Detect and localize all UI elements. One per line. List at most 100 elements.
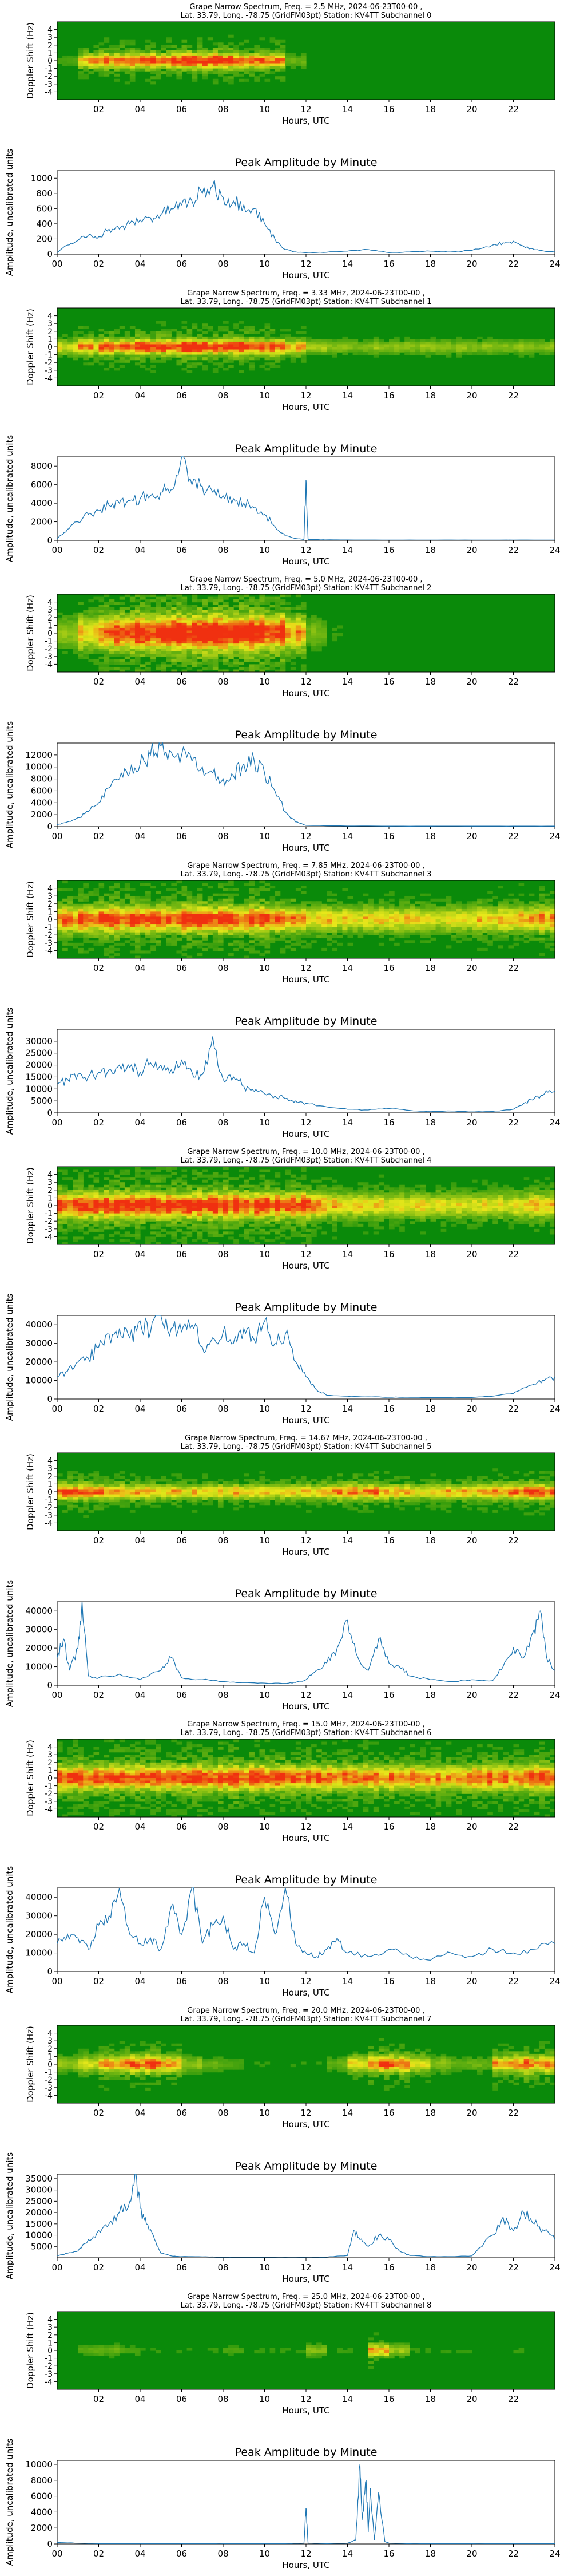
spectrogram-cell (228, 66, 234, 69)
spectrogram-cell (383, 903, 390, 907)
spectrogram-cell (275, 349, 281, 353)
spectrogram-cell (134, 930, 141, 933)
spectrogram-cell (347, 932, 353, 935)
spectrogram-cell (327, 916, 332, 920)
spectrogram-cell (166, 659, 172, 662)
spectrogram-cell (98, 50, 105, 53)
spectrogram-cell (134, 50, 141, 53)
spectrogram-cell (440, 911, 447, 915)
spectrogram-cell (88, 916, 94, 920)
spectrogram-cell (124, 1218, 130, 1222)
spectrogram-cell (140, 1200, 146, 1204)
spectrogram-cell (513, 906, 519, 910)
spectrogram-cell (259, 641, 265, 644)
spectrogram-cell (73, 612, 78, 615)
amplitude-xtick-label: 10 (259, 545, 270, 555)
spectrogram-cell (311, 908, 317, 912)
spectrogram-cell (150, 359, 156, 363)
spectrogram-ytick-label: 0 (47, 343, 53, 352)
spectrogram-cell (472, 927, 478, 930)
spectrogram-cell (104, 643, 110, 647)
spectrogram-cell (62, 1184, 68, 1188)
spectrogram-cell (259, 888, 265, 891)
spectrogram-cell (539, 347, 545, 350)
spectrogram-cell (249, 924, 255, 928)
spectrogram-cell (487, 903, 493, 907)
spectrogram-cell (156, 354, 161, 358)
spectrogram-cell (254, 615, 260, 618)
spectrogram-cell (212, 368, 219, 371)
spectrogram-cell (129, 605, 136, 608)
spectrogram-cell (508, 339, 514, 342)
spectrogram-cell (114, 1174, 120, 1178)
spectrogram-cell (197, 615, 203, 618)
spectrogram-cell (223, 352, 229, 355)
spectrogram-cell (104, 610, 110, 613)
spectrogram-cell (285, 911, 291, 915)
spectrogram-cell (223, 901, 229, 904)
spectrogram-cell (197, 922, 203, 925)
spectrogram-cell (228, 344, 234, 347)
spectrogram-cell (109, 50, 115, 53)
spectrogram-cell (212, 55, 219, 59)
spectrogram-cell (104, 1226, 110, 1230)
spectrogram-cell (176, 602, 182, 605)
spectrogram-cell (399, 935, 405, 938)
spectrogram-cell (269, 66, 276, 69)
spectrogram-cell (83, 911, 89, 915)
spectrogram-cell (430, 336, 436, 339)
spectrogram-cell (233, 341, 239, 345)
spectrogram-cell (78, 942, 84, 946)
spectrogram-cell (373, 339, 379, 342)
spectrogram-cell (83, 53, 89, 56)
spectrogram-cell (311, 635, 317, 639)
spectrogram-cell (181, 48, 188, 51)
spectrogram-cell (383, 916, 390, 920)
spectrogram-cell (300, 58, 307, 61)
spectrogram-cell (161, 664, 166, 667)
spectrogram-cell (156, 649, 161, 652)
spectrogram-cell (202, 903, 208, 907)
spectrogram-cell (295, 622, 301, 626)
spectrogram-cell (202, 919, 208, 923)
spectrogram-cell (264, 659, 271, 662)
spectrogram-cell (529, 906, 535, 910)
spectrogram-cell (233, 893, 239, 896)
spectrogram-cell (145, 1206, 151, 1209)
spectrogram-cell (347, 349, 353, 353)
spectrogram-cell (197, 620, 203, 623)
spectrogram-cell (244, 932, 249, 935)
spectrogram-cell (249, 357, 255, 361)
spectrogram-cell (134, 906, 141, 910)
spectrogram-cell (134, 1195, 141, 1198)
spectrogram-cell (300, 625, 307, 629)
spectrogram-cell (503, 344, 509, 347)
spectrogram-cell (223, 63, 229, 66)
spectrogram-cell (290, 906, 296, 910)
spectrogram-cell (207, 607, 213, 610)
spectrogram-cell (217, 620, 224, 623)
spectrogram-cell (114, 55, 120, 59)
spectrogram-cell (109, 646, 115, 649)
spectrogram-cell (394, 911, 400, 915)
spectrogram-cell (223, 924, 229, 928)
spectrogram-cell (249, 669, 255, 672)
spectrogram-cell (223, 66, 229, 69)
spectrogram-cell (368, 911, 374, 915)
spectrogram-cell (275, 669, 281, 672)
spectrogram-cell (466, 937, 472, 941)
spectrogram-cell (285, 651, 291, 654)
spectrogram-cell (311, 935, 317, 938)
spectrogram-cell (150, 1192, 156, 1196)
spectrogram-cell (93, 627, 100, 631)
spectrogram-cell (264, 58, 271, 61)
spectrogram-cell (171, 594, 177, 598)
spectrogram-cell (62, 1169, 68, 1172)
spectrogram-cell (389, 891, 395, 894)
spectrogram-cell (244, 659, 249, 662)
spectrogram-cell (156, 903, 161, 907)
spectrogram-cell (498, 352, 503, 355)
spectrogram-cell (223, 927, 229, 930)
spectrogram-cell (217, 646, 224, 649)
spectrogram-cell (73, 347, 78, 350)
